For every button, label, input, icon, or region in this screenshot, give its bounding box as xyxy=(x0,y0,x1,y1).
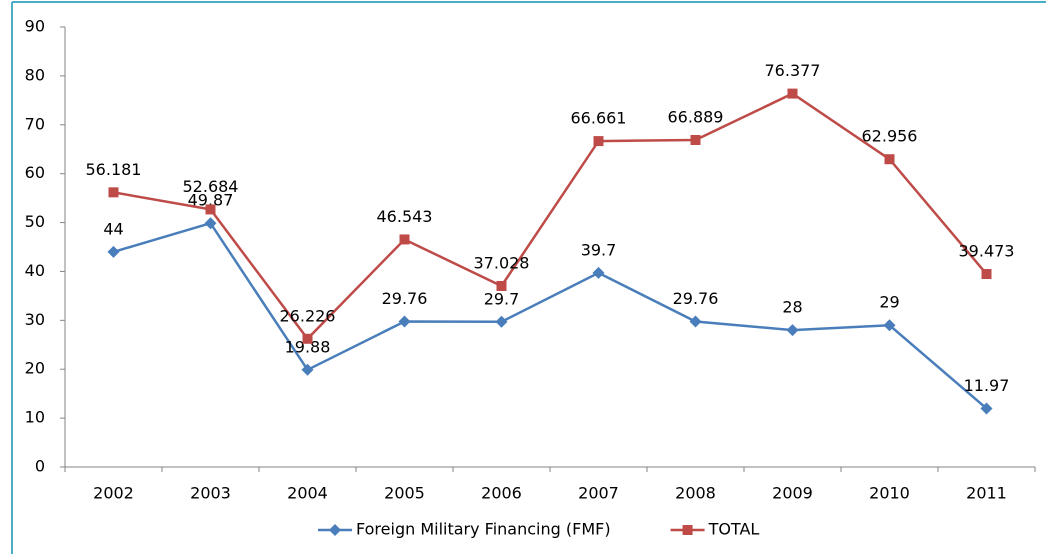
data-label: 76.377 xyxy=(765,61,821,80)
x-tick-label: 2007 xyxy=(578,484,619,503)
data-label: 28 xyxy=(782,298,802,317)
y-tick-label: 10 xyxy=(25,408,45,427)
data-label: 37.028 xyxy=(474,253,530,272)
legend-marker xyxy=(682,525,693,535)
data-label: 39.7 xyxy=(581,240,617,259)
x-tick-label: 2009 xyxy=(772,484,813,503)
point xyxy=(107,245,120,258)
point xyxy=(980,402,993,415)
data-label: 66.661 xyxy=(571,109,627,128)
data-label: 44 xyxy=(103,219,123,238)
x-tick-label: 2010 xyxy=(869,484,910,503)
y-tick-label: 50 xyxy=(25,212,45,231)
point xyxy=(883,319,896,332)
data-label: 39.473 xyxy=(959,242,1015,261)
data-label: 29.76 xyxy=(382,289,428,308)
point xyxy=(884,154,895,165)
point xyxy=(301,363,314,376)
legend-marker xyxy=(329,524,341,536)
y-tick-label: 70 xyxy=(25,114,45,133)
y-tick-label: 0 xyxy=(35,457,45,476)
x-tick-label: 2005 xyxy=(384,484,425,503)
x-tick-label: 2008 xyxy=(675,484,716,503)
legend-label: TOTAL xyxy=(708,520,760,539)
data-label: 62.956 xyxy=(862,127,918,146)
data-label: 49.87 xyxy=(188,191,234,210)
x-tick-label: 2006 xyxy=(481,484,522,503)
point xyxy=(204,217,217,230)
data-label: 26.226 xyxy=(280,306,336,325)
point xyxy=(787,88,798,99)
point xyxy=(496,280,507,291)
data-label: 52.684 xyxy=(183,177,239,196)
x-tick-label: 2003 xyxy=(190,484,231,503)
y-tick-label: 80 xyxy=(25,65,45,84)
point xyxy=(205,204,216,215)
data-label: 46.543 xyxy=(377,207,433,226)
y-tick-label: 40 xyxy=(25,261,45,280)
point xyxy=(592,266,605,279)
point xyxy=(108,187,119,198)
point xyxy=(981,269,992,280)
data-label: 19.88 xyxy=(285,337,331,356)
y-tick-label: 20 xyxy=(25,359,45,378)
point xyxy=(495,315,508,328)
point xyxy=(398,315,411,328)
point xyxy=(302,333,313,344)
point xyxy=(593,136,604,147)
data-label: 11.97 xyxy=(964,376,1010,395)
point xyxy=(690,134,701,145)
series-line xyxy=(113,92,988,341)
x-tick-label: 2002 xyxy=(93,484,134,503)
data-label: 29.76 xyxy=(673,289,719,308)
point xyxy=(399,234,410,245)
y-tick-label: 30 xyxy=(25,310,45,329)
data-label: 29.7 xyxy=(484,289,520,308)
x-tick-label: 2004 xyxy=(287,484,328,503)
y-tick-label: 60 xyxy=(25,163,45,182)
point xyxy=(786,324,799,337)
data-label: 66.889 xyxy=(668,107,724,126)
x-tick-label: 2011 xyxy=(966,484,1007,503)
y-tick-label: 90 xyxy=(25,17,45,36)
legend-label: Foreign Military Financing (FMF) xyxy=(356,520,611,539)
series-line xyxy=(113,221,988,410)
data-label: 56.181 xyxy=(86,160,142,179)
point xyxy=(689,315,702,328)
data-label: 29 xyxy=(879,293,899,312)
